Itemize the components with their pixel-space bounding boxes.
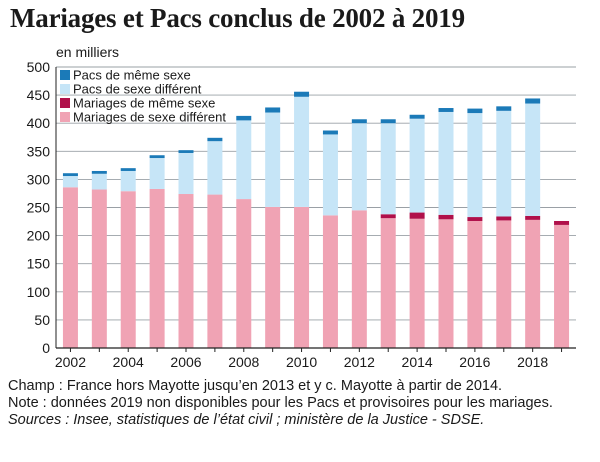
- bar-pacs-meme-sexe: [409, 114, 425, 119]
- bar-pacs-sexe-different: [467, 113, 483, 218]
- bar-mariages-sexe-different: [351, 210, 367, 348]
- bar-mariages-sexe-different: [62, 187, 78, 348]
- y-tick-label: 200: [27, 228, 51, 244]
- bar-mariages-sexe-different: [120, 191, 136, 348]
- y-tick-label: 450: [27, 87, 51, 103]
- bar-pacs-meme-sexe: [380, 119, 396, 124]
- x-tick-label: 2016: [459, 354, 490, 370]
- bar-pacs-sexe-different: [236, 120, 252, 200]
- x-tick-label: 2002: [55, 354, 86, 370]
- bar-mariages-sexe-different: [294, 206, 310, 348]
- bar-pacs-meme-sexe: [120, 168, 136, 171]
- note-champ: Champ : France hors Mayotte jusqu’en 201…: [8, 378, 503, 394]
- bar-mariages-sexe-different: [380, 218, 396, 348]
- bar-pacs-meme-sexe: [351, 119, 367, 124]
- y-tick-label: 0: [42, 340, 50, 356]
- bar-pacs-sexe-different: [380, 123, 396, 215]
- bar-mariages-meme-sexe: [467, 217, 483, 221]
- x-tick-label: 2008: [228, 354, 259, 370]
- y-tick-label: 100: [27, 284, 51, 300]
- y-tick-label: 400: [27, 115, 51, 131]
- x-tick-label: 2018: [517, 354, 548, 370]
- bar-pacs-meme-sexe: [467, 108, 483, 114]
- bar-pacs-meme-sexe: [438, 108, 454, 112]
- bar-pacs-meme-sexe: [322, 130, 338, 135]
- bar-pacs-meme-sexe: [236, 115, 252, 121]
- bar-pacs-sexe-different: [294, 96, 310, 207]
- bar-mariages-sexe-different: [554, 224, 570, 348]
- bar-mariages-sexe-different: [91, 189, 107, 348]
- bar-pacs-sexe-different: [525, 103, 541, 216]
- bar-pacs-sexe-different: [120, 170, 136, 192]
- bar-mariages-meme-sexe: [438, 214, 454, 220]
- x-tick-label: 2012: [344, 354, 375, 370]
- bar-mariages-meme-sexe: [496, 216, 512, 221]
- bar-pacs-sexe-different: [351, 123, 367, 211]
- note-sources: Sources : Insee, statistiques de l’état …: [8, 412, 485, 428]
- legend-pacs-sexe-different-label: Pacs de sexe différent: [73, 82, 202, 97]
- note-donnees: Note : données 2019 non disponibles pour…: [8, 395, 553, 411]
- y-tick-label: 300: [27, 171, 51, 187]
- bar-pacs-meme-sexe: [496, 106, 512, 111]
- bar-pacs-meme-sexe: [525, 98, 541, 104]
- bar-mariages-sexe-different: [496, 220, 512, 348]
- bar-pacs-meme-sexe: [207, 137, 223, 142]
- x-tick-label: 2006: [170, 354, 201, 370]
- bar-pacs-meme-sexe: [149, 155, 165, 159]
- legend-pacs-meme-sexe-swatch: [60, 70, 70, 80]
- bar-mariages-sexe-different: [236, 199, 252, 348]
- bar-mariages-sexe-different: [467, 220, 483, 348]
- bar-pacs-sexe-different: [62, 176, 78, 188]
- bar-mariages-sexe-different: [265, 206, 281, 348]
- x-tick-label: 2014: [402, 354, 433, 370]
- bar-mariages-meme-sexe: [380, 214, 396, 219]
- legend-mariages-sexe-different-swatch: [60, 112, 70, 122]
- bar-mariages-meme-sexe: [554, 220, 570, 225]
- chart-notes: Champ : France hors Mayotte jusqu’en 201…: [8, 378, 596, 429]
- bar-pacs-sexe-different: [265, 112, 281, 207]
- bar-mariages-meme-sexe: [525, 215, 541, 220]
- bar-mariages-sexe-different: [322, 215, 338, 348]
- bar-pacs-sexe-different: [496, 110, 512, 217]
- legend-mariages-meme-sexe-swatch: [60, 98, 70, 108]
- bar-mariages-sexe-different: [525, 219, 541, 348]
- bar-pacs-meme-sexe: [294, 91, 310, 97]
- bar-pacs-meme-sexe: [62, 173, 78, 177]
- bar-mariages-sexe-different: [207, 194, 223, 348]
- legend-mariages-meme-sexe-label: Mariages de même sexe: [73, 96, 215, 111]
- legend-pacs-sexe-different-swatch: [60, 84, 70, 94]
- bar-pacs-sexe-different: [207, 141, 223, 195]
- stacked-bar-chart: 0 50 100 150 200 250 300 350 400 450 500 2002 2004 20…: [27, 59, 576, 370]
- bar-mariages-sexe-different: [438, 219, 454, 348]
- bar-mariages-sexe-different: [149, 188, 165, 348]
- chart-title: Mariages et Pacs conclus de 2002 à 2019: [10, 3, 465, 33]
- bar-pacs-sexe-different: [149, 158, 165, 189]
- y-tick-label: 500: [27, 59, 51, 75]
- bar-pacs-sexe-different: [322, 134, 338, 216]
- bar-mariages-sexe-different: [178, 194, 194, 348]
- bar-pacs-sexe-different: [409, 118, 425, 213]
- bar-pacs-sexe-different: [91, 173, 107, 190]
- y-tick-label: 150: [27, 256, 51, 272]
- legend-mariages-sexe-different-label: Mariages de sexe différent: [73, 110, 226, 125]
- bar-pacs-sexe-different: [438, 111, 454, 215]
- x-tick-label: 2010: [286, 354, 317, 370]
- x-tick-label: 2004: [113, 354, 144, 370]
- y-tick-label: 50: [34, 312, 50, 328]
- bar-pacs-sexe-different: [178, 152, 194, 195]
- bar-mariages-sexe-different: [409, 218, 425, 348]
- y-axis-unit-label: en milliers: [56, 44, 120, 60]
- legend-pacs-meme-sexe-label: Pacs de même sexe: [73, 68, 191, 83]
- y-tick-label: 250: [27, 200, 51, 216]
- bar-mariages-meme-sexe: [409, 212, 425, 219]
- bar-pacs-meme-sexe: [91, 170, 107, 174]
- y-tick-label: 350: [27, 143, 51, 159]
- bar-pacs-meme-sexe: [265, 107, 281, 113]
- bar-pacs-meme-sexe: [178, 150, 194, 153]
